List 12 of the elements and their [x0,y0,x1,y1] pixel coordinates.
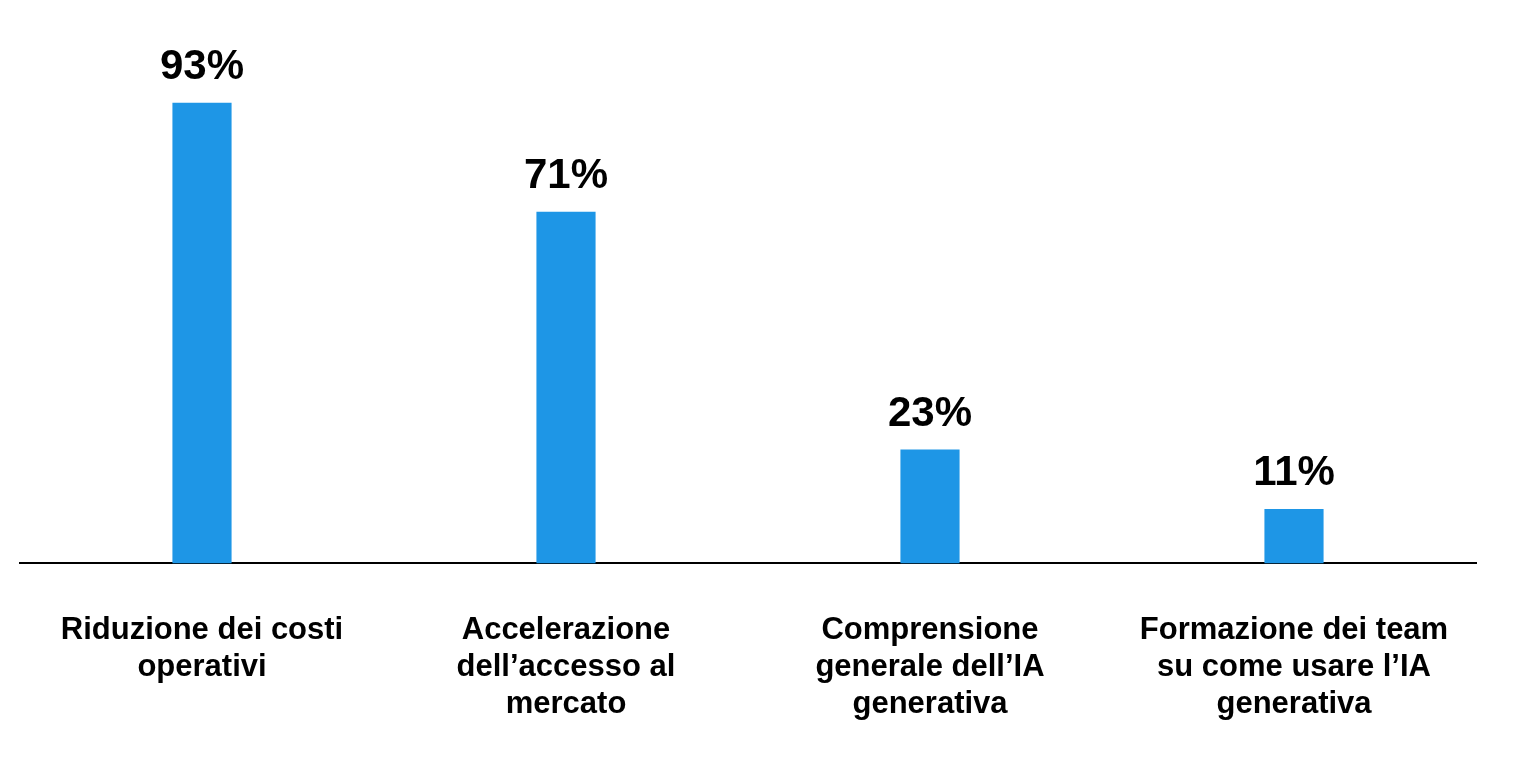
bar [1264,508,1324,564]
bar [172,102,232,564]
data-label: 71% [523,150,609,198]
data-label: 93% [159,41,245,89]
x-tick-label: Comprensione generale dell’IA generativa [815,610,1045,720]
data-label: 23% [887,388,973,436]
data-label: 11% [1253,447,1335,495]
x-tick-label: Formazione dei team su come usare l’IA generativa [1139,610,1449,720]
bar [900,449,960,564]
bar [536,211,596,564]
x-tick-label: Riduzione dei costi operativi [60,610,344,683]
x-tick-label: Accelerazione dell’accesso al mercato [456,610,676,720]
